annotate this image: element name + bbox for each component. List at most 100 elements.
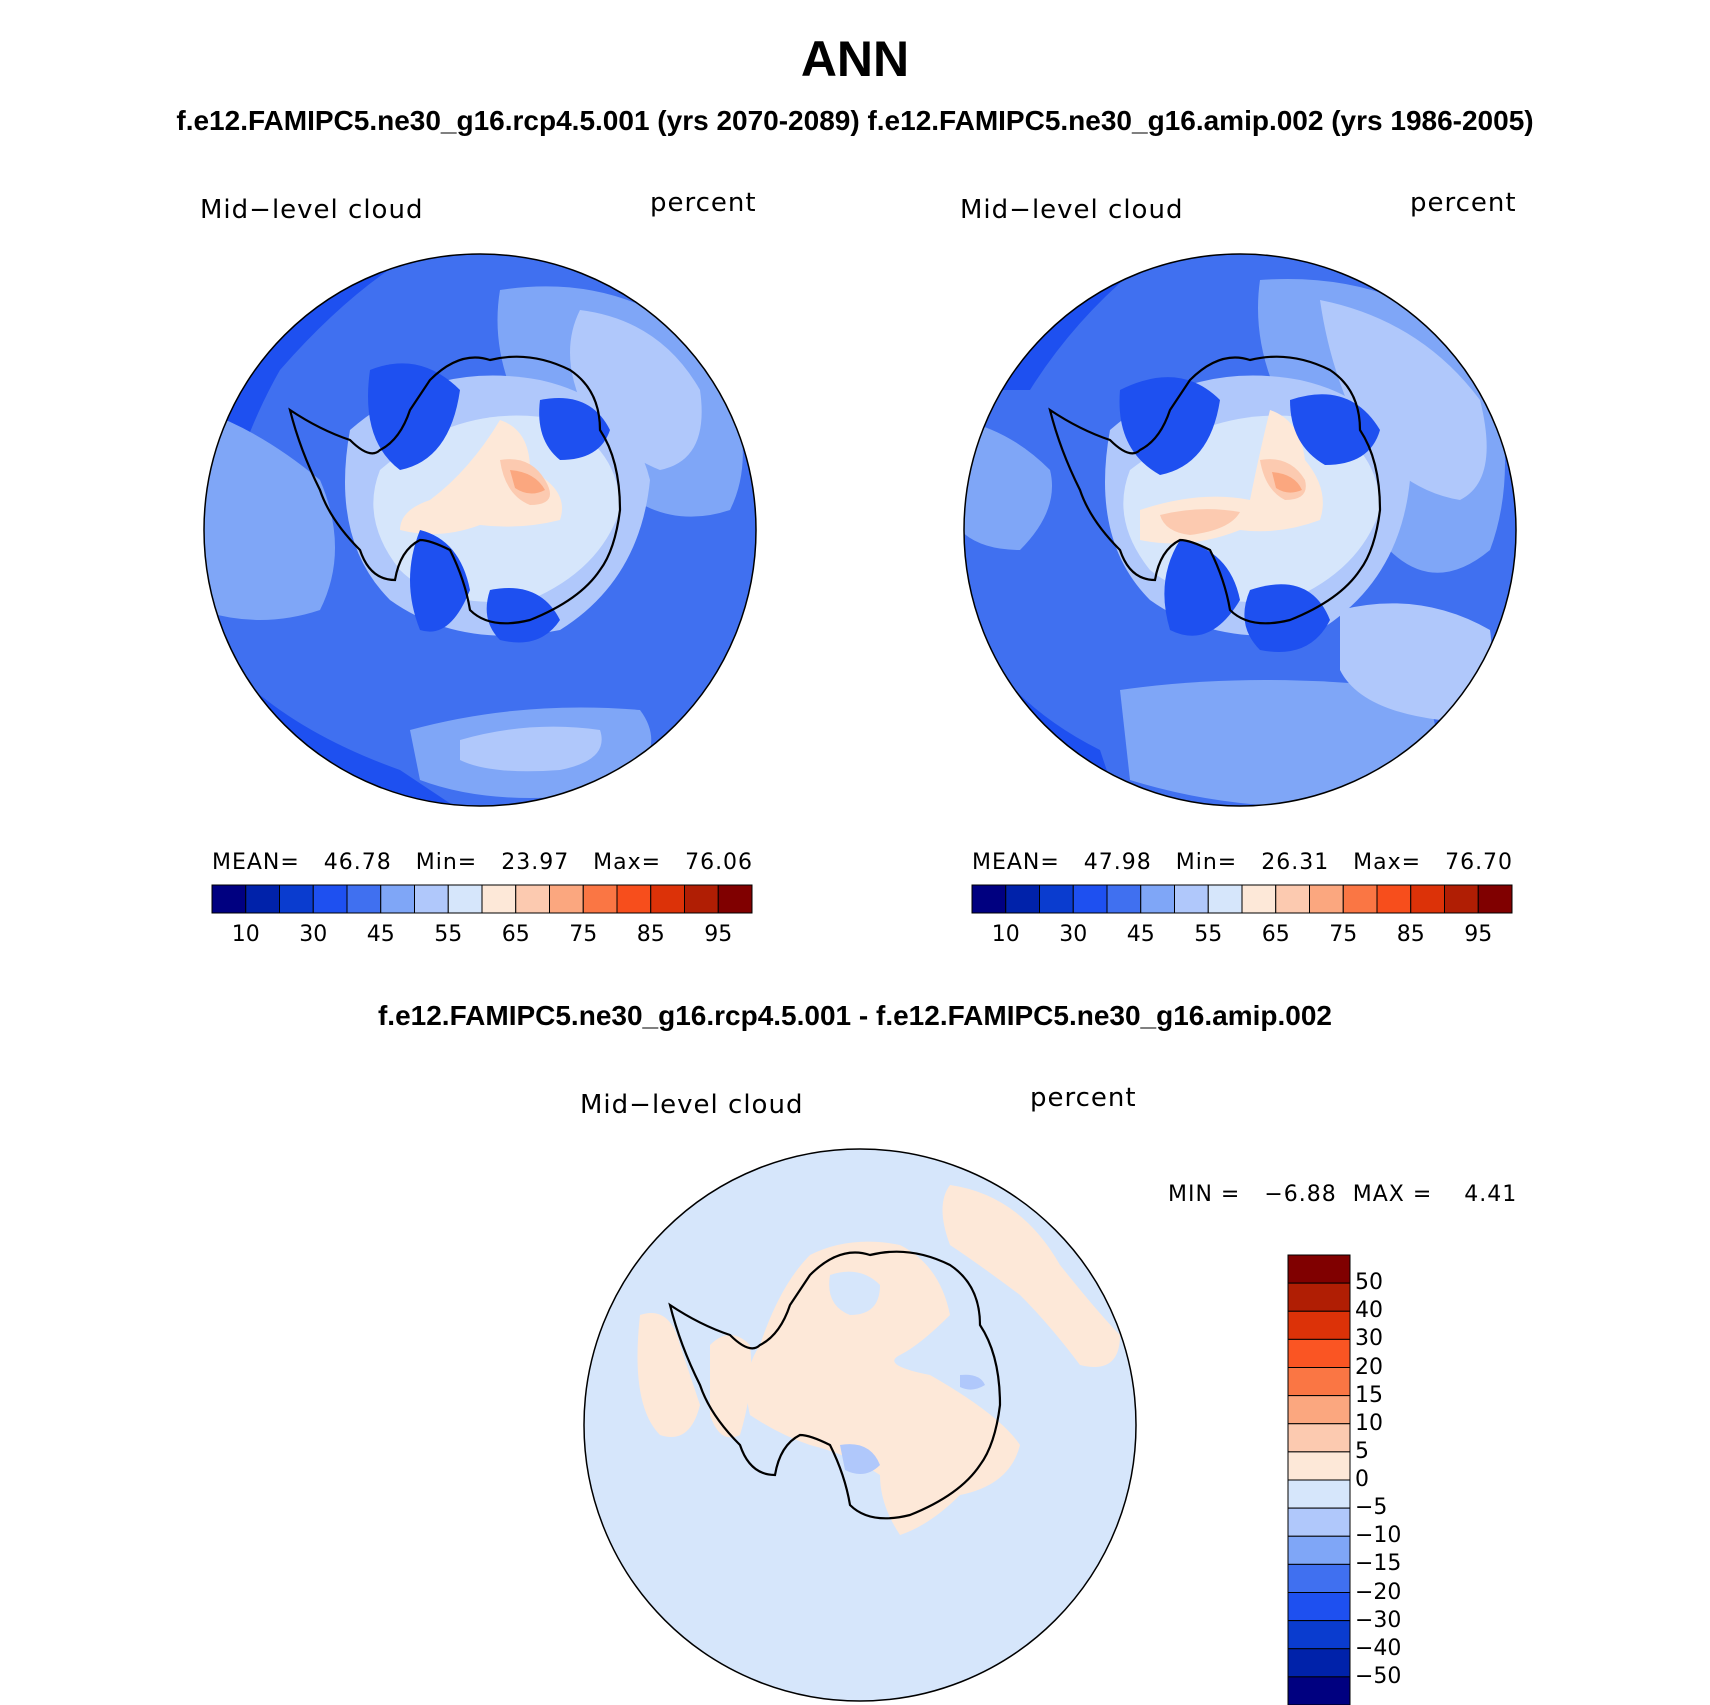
panel1-colorbar-box xyxy=(684,884,719,914)
panel3-colorbar-tick-label: 40 xyxy=(1355,1298,1383,1324)
panel3-field-warm-west xyxy=(637,1313,700,1437)
panel2-map-border xyxy=(963,253,1517,807)
panel2-field-deep-low-north xyxy=(1119,377,1220,475)
panel3-coastline xyxy=(668,1250,1002,1520)
panel2-field-light-south xyxy=(1120,680,1436,806)
panel1-polar-map xyxy=(203,253,757,807)
panel3-colorbar-box xyxy=(1287,1507,1351,1537)
panel2-field-deep-low-south xyxy=(1164,540,1240,636)
panel2-colorbar xyxy=(971,884,1513,914)
panel2-field-warm-peak xyxy=(1160,509,1240,535)
panel2-colorbar-tick-label: 65 xyxy=(1261,922,1290,947)
panel3-colorbar-tick-label: 20 xyxy=(1355,1354,1383,1380)
panel2-colorbar-tick-label: 85 xyxy=(1396,922,1425,947)
panel1-colorbar-box xyxy=(717,884,753,914)
panel1-colorbar-box xyxy=(245,884,280,914)
panel3-colorbar-box xyxy=(1287,1676,1351,1705)
panel3-colorbar-box xyxy=(1287,1395,1351,1425)
panel2-colorbar-box xyxy=(971,884,1007,914)
panel3-units-label: percent xyxy=(1030,1083,1137,1113)
panel1-colorbar-tick-label: 10 xyxy=(231,922,260,947)
panel1-colorbar-tick-label: 75 xyxy=(569,922,598,947)
panel3-colorbar-box xyxy=(1287,1451,1351,1481)
panel3-colorbar-tick-label: 15 xyxy=(1355,1382,1383,1408)
panel3-colorbar-box xyxy=(1287,1254,1351,1284)
panel3-field-cool-patch2 xyxy=(840,1444,880,1474)
panel1-colorbar-box xyxy=(447,884,483,914)
panel2-colorbar-tick-label: 30 xyxy=(1059,922,1088,947)
panel1-colorbar-box xyxy=(650,884,685,914)
panel3-colorbar-tick-label: −50 xyxy=(1355,1663,1402,1689)
panel1-field-pale-south xyxy=(460,726,602,772)
panel2-stats: MEAN= 47.98 Min= 26.31 Max= 76.70 xyxy=(972,850,1514,875)
panel3-colorbar-box xyxy=(1287,1282,1351,1312)
panel3-colorbar-tick-label: 5 xyxy=(1355,1438,1369,1464)
panel2-polar-map xyxy=(963,253,1517,807)
panel2-field-pale-east xyxy=(1320,300,1487,500)
panel3-field-warm-interior xyxy=(746,1241,1020,1535)
panel3-colorbar-tick-label: 10 xyxy=(1355,1410,1383,1436)
panel3-colorbar-boxes xyxy=(1287,1254,1351,1705)
panel1-field-deep-low-east xyxy=(539,398,610,460)
panel2-colorbar-box xyxy=(1376,884,1412,914)
panel2-colorbar-boxes xyxy=(971,884,1513,914)
panel3-field-warm-east xyxy=(942,1185,1120,1367)
difference-subtitle: f.e12.FAMIPC5.ne30_g16.rcp4.5.001 - f.e1… xyxy=(377,1000,1333,1031)
panel2-colorbar-box xyxy=(1174,884,1209,914)
panel2-colorbar-box xyxy=(1444,884,1479,914)
panel3-colorbar-box xyxy=(1287,1367,1351,1397)
panel2-colorbar-tick-label: 75 xyxy=(1329,922,1358,947)
panel1-colorbar-boxes xyxy=(211,884,753,914)
panel2-variable-label: Mid−level cloud xyxy=(960,195,1184,225)
panel1-colorbar-box xyxy=(582,884,618,914)
panel3-colorbar-box xyxy=(1287,1479,1351,1509)
panel2-colorbar-tick-label: 95 xyxy=(1464,922,1493,947)
panel3-colorbar-box xyxy=(1287,1648,1351,1678)
panel2-colorbar-box xyxy=(1207,884,1243,914)
panel1-field-warm-center xyxy=(400,420,562,534)
panel1-colorbar-tick-label: 30 xyxy=(299,922,328,947)
panel2-colorbar-box xyxy=(1477,884,1513,914)
main-title: ANN xyxy=(800,31,910,87)
panel1-colorbar-box xyxy=(549,884,584,914)
panel1-variable-label: Mid−level cloud xyxy=(200,195,424,225)
panel1-field-warm-peak2 xyxy=(510,470,545,494)
panel3-colorbar-labels: 50 40 30 20 15 10 5 0 −5 −10 −15 −20 −30 −40 −50 xyxy=(1355,1255,1435,1705)
panel1-colorbar-box xyxy=(515,884,550,914)
panel1-colorbar-tick-label: 55 xyxy=(434,922,463,947)
panel3-colorbar-tick-label: −15 xyxy=(1355,1551,1402,1577)
panel2-colorbar-box xyxy=(1106,884,1142,914)
panel2-colorbar-tick-label: 55 xyxy=(1194,922,1223,947)
panel1-colorbar-labels: 10 30 45 55 65 75 85 95 xyxy=(212,922,752,952)
panel2-colorbar-box xyxy=(1005,884,1040,914)
panel1-colorbar-box xyxy=(312,884,348,914)
panel2-colorbar-tick-label: 45 xyxy=(1126,922,1155,947)
panel3-colorbar-tick-label: −30 xyxy=(1355,1607,1402,1633)
panel2-field-warm-center xyxy=(1140,410,1323,544)
panel1-colorbar-box xyxy=(616,884,652,914)
panel3-colorbar-box xyxy=(1287,1563,1351,1593)
panel3-colorbar-box xyxy=(1287,1535,1351,1565)
panel2-colorbar-box xyxy=(1342,884,1378,914)
panel3-colorbar xyxy=(1287,1254,1351,1705)
panel3-colorbar-tick-label: 30 xyxy=(1355,1326,1383,1352)
panel2-field-warm-peak3 xyxy=(1272,472,1302,493)
panel3-stats: MIN = −6.88 MAX = 4.41 xyxy=(1168,1182,1518,1207)
panel3-polar-map xyxy=(583,1148,1137,1702)
panel2-colorbar-box xyxy=(1072,884,1108,914)
panel1-colorbar xyxy=(211,884,753,914)
panel2-colorbar-box xyxy=(1241,884,1277,914)
panel2-field-pale-south xyxy=(1340,603,1492,720)
panel1-field-deep-low-south2 xyxy=(486,588,560,643)
panel1-colorbar-tick-label: 65 xyxy=(501,922,530,947)
panel3-colorbar-tick-label: −20 xyxy=(1355,1579,1402,1605)
panel2-colorbar-tick-label: 10 xyxy=(991,922,1020,947)
panel1-colorbar-tick-label: 95 xyxy=(704,922,733,947)
panel3-colorbar-box xyxy=(1287,1423,1351,1453)
panel3-field-warm-peninsula xyxy=(710,1335,752,1438)
panel3-colorbar-tick-label: 50 xyxy=(1355,1270,1383,1296)
panel1-coastline xyxy=(288,355,622,625)
panel2-colorbar-box xyxy=(1275,884,1310,914)
panel1-map-border xyxy=(203,253,757,807)
panel2-colorbar-box xyxy=(1140,884,1175,914)
